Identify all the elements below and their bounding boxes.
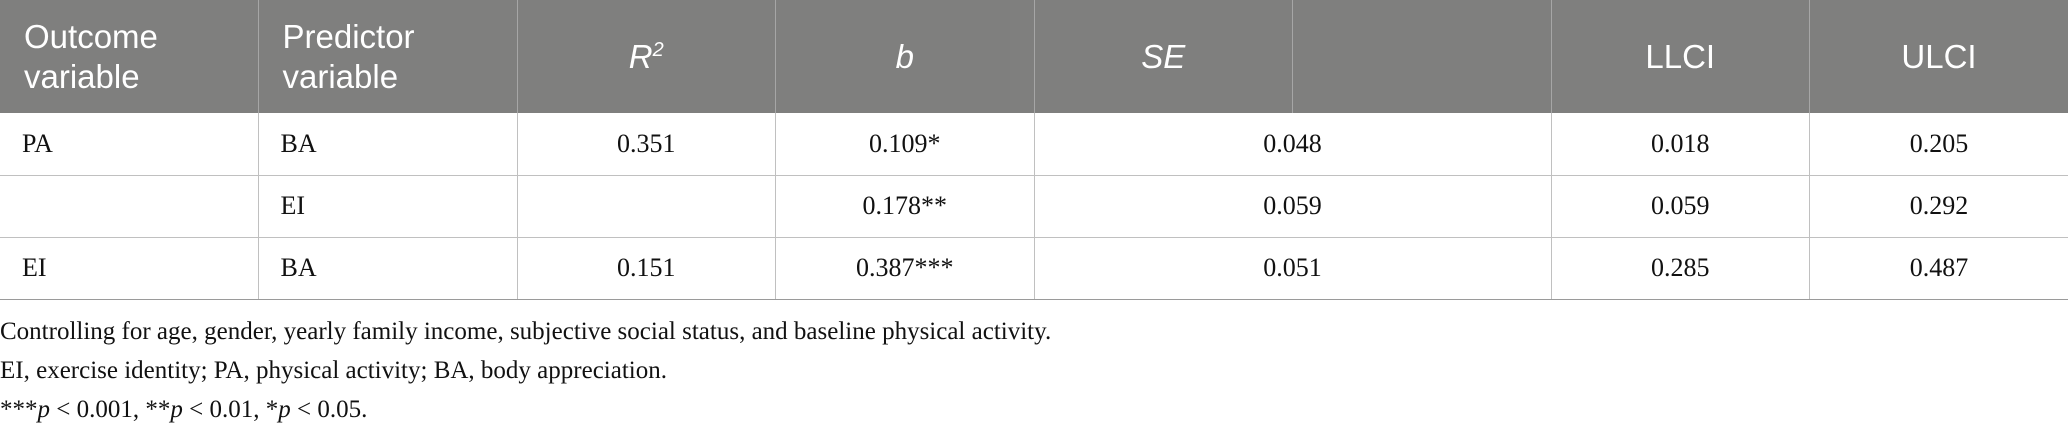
header-outcome-variable: Outcome variable: [0, 0, 259, 113]
cell-r2: [517, 175, 776, 238]
cell-b: 0.109*: [775, 113, 1035, 176]
cell-ulci: 0.292: [1809, 175, 2068, 238]
cell-outcome: PA: [0, 113, 259, 176]
footnote-control: Controlling for age, gender, yearly fami…: [0, 318, 1052, 345]
header-se: SE: [1034, 0, 1293, 113]
p-symbol: p: [37, 396, 51, 423]
footnote-abbreviations: EI, exercise identity; PA, physical acti…: [0, 357, 667, 384]
cell-r2: 0.151: [517, 237, 776, 300]
cell-ulci: 0.487: [1809, 237, 2068, 300]
regression-table: Outcome variable Predictor variable R2 b…: [0, 0, 2068, 300]
footnote-significance: ***p < 0.001, **p < 0.01, *p < 0.05.: [0, 390, 2068, 429]
sig-prefix-1: ***: [0, 396, 38, 423]
cell-se: 0.059: [1034, 175, 1552, 238]
header-row: Outcome variable Predictor variable R2 b…: [0, 0, 2068, 113]
sig-prefix-2: **: [145, 396, 171, 423]
table-header: Outcome variable Predictor variable R2 b…: [0, 0, 2068, 113]
cell-llci: 0.285: [1551, 237, 1810, 300]
cell-outcome: EI: [0, 237, 259, 300]
sig-value-3: < 0.05.: [290, 396, 368, 423]
table-body: PA BA 0.351 0.109* 0.048 0.018 0.205 EI …: [0, 113, 2068, 300]
r-squared-superscript: 2: [652, 38, 664, 61]
cell-predictor: BA: [258, 113, 518, 176]
header-ulci: ULCI: [1809, 0, 2068, 113]
r-squared-base: R: [628, 37, 653, 75]
cell-se: 0.051: [1034, 237, 1552, 300]
table-footnotes: Controlling for age, gender, yearly fami…: [0, 312, 2068, 429]
table-row: EI BA 0.151 0.387*** 0.051 0.285 0.487: [0, 237, 2068, 300]
header-llci: LLCI: [1551, 0, 1810, 113]
cell-predictor: BA: [258, 237, 518, 300]
cell-outcome: [0, 175, 259, 238]
cell-predictor: EI: [258, 175, 518, 238]
sig-prefix-3: *: [265, 396, 279, 423]
cell-b: 0.387***: [775, 237, 1035, 300]
table-row: EI 0.178** 0.059 0.059 0.292: [0, 175, 2068, 238]
cell-se: 0.048: [1034, 113, 1552, 176]
table-row: PA BA 0.351 0.109* 0.048 0.018 0.205: [0, 113, 2068, 176]
sig-value-2: < 0.01,: [182, 396, 266, 423]
cell-r2: 0.351: [517, 113, 776, 176]
header-b: b: [775, 0, 1035, 113]
sig-value-1: < 0.001,: [50, 396, 146, 423]
cell-llci: 0.018: [1551, 113, 1810, 176]
p-symbol: p: [278, 396, 291, 423]
header-predictor-variable: Predictor variable: [258, 0, 518, 113]
header-r-squared: R2: [517, 0, 776, 113]
cell-ulci: 0.205: [1809, 113, 2068, 176]
header-empty: [1292, 0, 1552, 113]
cell-b: 0.178**: [775, 175, 1035, 238]
cell-llci: 0.059: [1551, 175, 1810, 238]
p-symbol: p: [170, 396, 183, 423]
